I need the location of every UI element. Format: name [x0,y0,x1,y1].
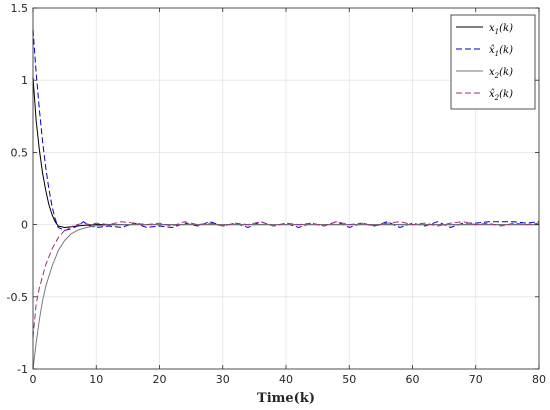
x-tick-label: 20 [153,373,167,386]
y-tick-label: 0.5 [11,146,29,159]
y-tick-label: 1.5 [11,2,29,15]
x-tick-label: 40 [279,373,293,386]
y-tick-label: 1 [21,74,28,87]
legend-label: x̂1(k) [489,45,513,58]
x-tick-label: 30 [216,373,230,386]
legend-label: x2(k) [489,67,513,80]
legend-label: x̂2(k) [489,89,513,102]
x-tick-label: 60 [406,373,420,386]
y-tick-label: 0 [21,219,28,232]
legend: x1(k) x̂1(k) x2(k) x̂2(k) [450,14,536,110]
x-tick-label: 80 [532,373,546,386]
x-tick-label: 10 [89,373,103,386]
x-axis-title: Time(k) [257,391,315,406]
y-tick-label: -1 [17,363,28,376]
ticks: 0 10 20 30 40 50 60 70 80 -1 -0.5 0 0.5 1 1.5 [7,2,546,386]
x-tick-label: 50 [342,373,356,386]
x-tick-label: 70 [469,373,483,386]
x-tick-label: 0 [30,373,37,386]
series-line-4 [32,221,540,338]
legend-label: x1(k) [489,23,513,36]
y-tick-label: -0.5 [7,291,28,304]
series-layer [32,29,540,370]
